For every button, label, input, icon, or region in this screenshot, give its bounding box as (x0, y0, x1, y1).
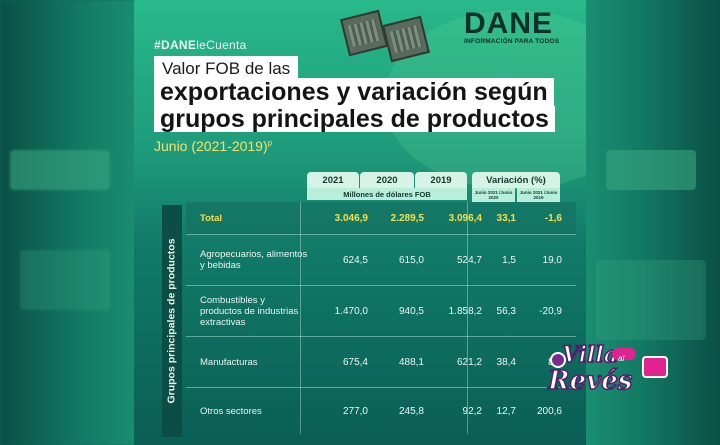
infographic-card: #DANEleCuenta DANE INFORMACIÓN PARA TODO… (134, 0, 586, 445)
dane-logo: DANE INFORMACIÓN PARA TODOS (464, 7, 560, 46)
title-line-2: exportaciones y variación según (154, 78, 554, 106)
side-label: Grupos principales de productos (166, 238, 179, 404)
table-row: Manufacturas 675,4 488,1 621,2 38,4 8,7 (186, 337, 576, 388)
cell-2021: 1.470,0 (334, 305, 368, 317)
title-line-1: Valor FOB de las (154, 56, 299, 82)
row-name: Agropecuarios, alimentos y bebidas (200, 249, 308, 271)
year-header-2020: 2020 (360, 172, 414, 188)
cell-2021: 3.046,9 (334, 212, 368, 224)
cell-2021: 624,5 (342, 254, 368, 266)
logo-word: DANE (464, 7, 554, 40)
cell-2019: 621,2 (456, 356, 482, 368)
column-divider (467, 202, 468, 434)
title-line-3: grupos principales de productos (154, 106, 555, 132)
cell-2020: 940,5 (398, 305, 424, 317)
cell-2020: 245,8 (398, 405, 424, 417)
hashtag: #DANEleCuenta (154, 38, 247, 52)
side-label-box: Grupos principales de productos (162, 205, 182, 437)
cell-2019: 1.858,2 (448, 305, 482, 317)
cell-var1: 12,7 (496, 405, 516, 417)
cell-var1: 33,1 (496, 212, 516, 224)
period-subtitle: Junio (2021-2019)p (154, 138, 273, 154)
cell-var1: 56,3 (496, 305, 516, 317)
cell-var1: 1,5 (502, 254, 516, 266)
cell-2021: 675,4 (342, 356, 368, 368)
cell-2020: 488,1 (398, 356, 424, 368)
cell-var2: -20,9 (539, 305, 562, 317)
table-row: Total 3.046,9 2.289,5 3.096,4 33,1 -1,6 (186, 202, 576, 235)
villa-al-reves-watermark: Villa al Revés (542, 338, 670, 400)
column-divider (300, 202, 301, 434)
cell-var2: 19,0 (542, 254, 562, 266)
cell-2019: 92,2 (462, 405, 482, 417)
cell-2020: 615,0 (398, 254, 424, 266)
shipping-container-icon (339, 9, 389, 57)
watermark-line-1: Villa (561, 341, 619, 369)
table-row: Otros sectores 277,0 245,8 92,2 12,7 200… (186, 388, 576, 434)
tv-icon (642, 356, 668, 378)
cell-var2: -1,6 (544, 212, 562, 224)
cell-2020: 2.289,5 (390, 212, 424, 224)
cell-var2: 200,6 (536, 405, 562, 417)
cell-var1: 38,4 (496, 356, 516, 368)
phone-icon (550, 352, 566, 368)
page-title: Valor FOB de las exportaciones y variaci… (154, 56, 566, 132)
row-name: Otros sectores (200, 405, 262, 417)
table-row: Agropecuarios, alimentos y bebidas 624,5… (186, 235, 576, 286)
row-name: Combustibles y productos de industrias e… (200, 294, 299, 328)
watermark-pill: al (612, 348, 636, 363)
row-name: Total (200, 212, 222, 224)
variation-sub-2: Junio 2021 /Junio 2019 (517, 188, 560, 202)
year-header-2019: 2019 (415, 172, 467, 188)
logo-tagline: INFORMACIÓN PARA TODOS (464, 38, 560, 45)
cell-2019: 3.096,4 (448, 212, 482, 224)
year-header-2021: 2021 (307, 172, 359, 188)
table-row: Combustibles y productos de industrias e… (186, 286, 576, 337)
unit-header: Millones de dólares FOB (307, 188, 467, 200)
variation-header: Variación (%) (472, 172, 560, 188)
cell-2019: 524,7 (456, 254, 482, 266)
background-blur-left (0, 0, 136, 445)
watermark-line-2: Revés (547, 365, 633, 397)
row-name: Manufacturas (200, 356, 258, 368)
cell-2021: 277,0 (342, 405, 368, 417)
variation-sub-1: Junio 2021 /Junio 2020 (472, 188, 515, 202)
